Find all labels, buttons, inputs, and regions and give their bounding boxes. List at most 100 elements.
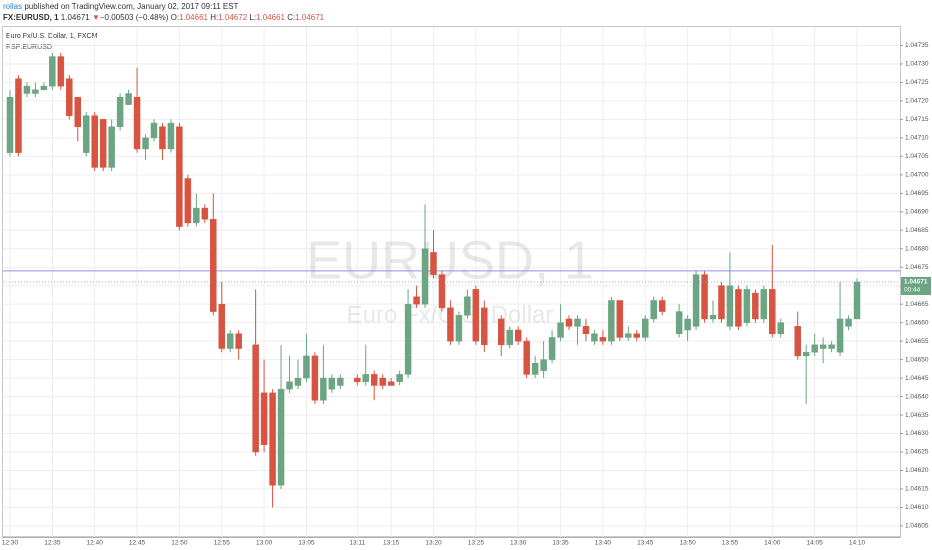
candle-body [226, 333, 234, 349]
quote-label: C: [287, 13, 296, 22]
candle-body [514, 329, 522, 342]
y-tick-label: 1.04625 [905, 449, 929, 456]
candle-body [396, 374, 403, 383]
y-tick-label: 1.04610 [905, 504, 929, 511]
chart-title: Euro Fx/U.S. Dollar, 1, FXCM [6, 33, 98, 40]
marks-layer [3, 52, 900, 508]
y-tick-label: 1.04690 [905, 209, 929, 216]
candle-body [387, 381, 395, 386]
candle-body [828, 344, 835, 349]
x-tick-label: 12:40 [87, 540, 104, 547]
candle-body [413, 296, 420, 305]
quote-label: H: [210, 13, 219, 22]
symbol: FX:EURUSD, 1 [3, 13, 59, 22]
labels-layer: 1.04605 1.04610 1.04615 1.04620 1.04625 1.046… [2, 42, 931, 547]
candle-body [49, 56, 56, 87]
candle-body [548, 337, 556, 360]
y-tick-label: 1.04665 [905, 301, 929, 308]
x-tick-label: 13:50 [679, 540, 696, 547]
candle-body [379, 377, 386, 386]
y-tick-label: 1.04730 [905, 61, 929, 68]
y-tick-label: 1.04720 [905, 98, 929, 105]
candle-body [176, 126, 183, 227]
author[interactable]: rollas [3, 2, 23, 11]
candle-body [116, 96, 124, 128]
candle-body [82, 115, 90, 153]
y-tick-label: 1.04605 [905, 523, 929, 530]
candle-body [362, 374, 369, 383]
candle-body [447, 307, 454, 342]
chart-subtitle: RSP:EURUSD [6, 44, 52, 51]
candle-body [6, 96, 14, 153]
candle-body [66, 78, 73, 116]
candle-body [328, 377, 336, 390]
candle-body [692, 274, 700, 327]
quote-label: L: [249, 13, 257, 22]
candle-body [802, 351, 810, 357]
header: rollas published on TradingView.com, Jan… [3, 1, 324, 23]
candle-body [658, 300, 666, 312]
candle-body [701, 274, 708, 320]
x-tick-label: 13:55 [722, 540, 739, 547]
x-tick-label: 13:35 [552, 540, 569, 547]
candle-body [498, 318, 505, 346]
x-tick-label: 13:25 [468, 540, 485, 547]
candle-body [142, 137, 149, 150]
x-tick-label: 13:45 [637, 540, 654, 547]
candle-body [582, 326, 590, 334]
candle-body [506, 329, 513, 346]
candle-body [523, 340, 530, 375]
candle-body [294, 377, 302, 386]
change: −0.00503 (−0.48%) [99, 13, 169, 22]
quote-value: 1.04661 [179, 13, 208, 22]
quote-line: FX:EURUSD, 1 1.04671 ▼−0.00503 (−0.48%) … [3, 12, 324, 23]
candle-body [354, 377, 361, 383]
candle-body [167, 122, 175, 150]
last: 1.04671 [60, 13, 90, 22]
x-tick-label: 13:40 [595, 540, 612, 547]
candle-body [769, 289, 776, 334]
candle-body [735, 289, 742, 327]
x-tick-label: 13:00 [256, 540, 273, 547]
candle-body [675, 311, 683, 334]
candle-body [565, 318, 573, 327]
candle-body [32, 89, 39, 94]
candle-body [540, 359, 547, 371]
candle-body [260, 392, 268, 445]
y-tick-label: 1.04660 [905, 319, 929, 326]
candle-body [743, 289, 751, 323]
y-tick-label: 1.04700 [905, 172, 929, 179]
y-tick-label: 1.04645 [905, 375, 929, 382]
candle-body [709, 315, 717, 320]
quote-value: 1.04672 [218, 13, 248, 22]
candle-body [438, 274, 446, 309]
y-tick-label: 1.04680 [905, 245, 929, 252]
y-tick-label: 1.04620 [905, 467, 929, 474]
y-tick-label: 1.04615 [905, 486, 929, 493]
candle-body [91, 115, 98, 168]
candle-body [74, 96, 82, 128]
candle-body [210, 218, 217, 312]
candle-body [184, 178, 192, 224]
quote-value: 1.04661 [256, 13, 285, 22]
x-tick-label: 12:55 [214, 540, 231, 547]
candle-body [650, 300, 657, 320]
candle-body [311, 355, 319, 401]
y-tick-label: 1.04635 [905, 412, 929, 419]
candle-body [303, 355, 310, 379]
candle-body [481, 307, 488, 346]
candle-body [277, 388, 285, 486]
y-tick-label: 1.04695 [905, 190, 929, 197]
candle-body [718, 285, 725, 320]
x-tick-label: 12:35 [44, 540, 61, 547]
candle-body [23, 85, 31, 94]
candle-body [608, 300, 615, 342]
candle-body [370, 374, 378, 386]
candle-body [150, 122, 158, 139]
last-price-box [901, 277, 931, 295]
candle-body [464, 296, 471, 316]
x-tick-label: 13:05 [298, 540, 315, 547]
candle-body [15, 78, 22, 153]
y-tick-label: 1.04710 [905, 135, 929, 142]
